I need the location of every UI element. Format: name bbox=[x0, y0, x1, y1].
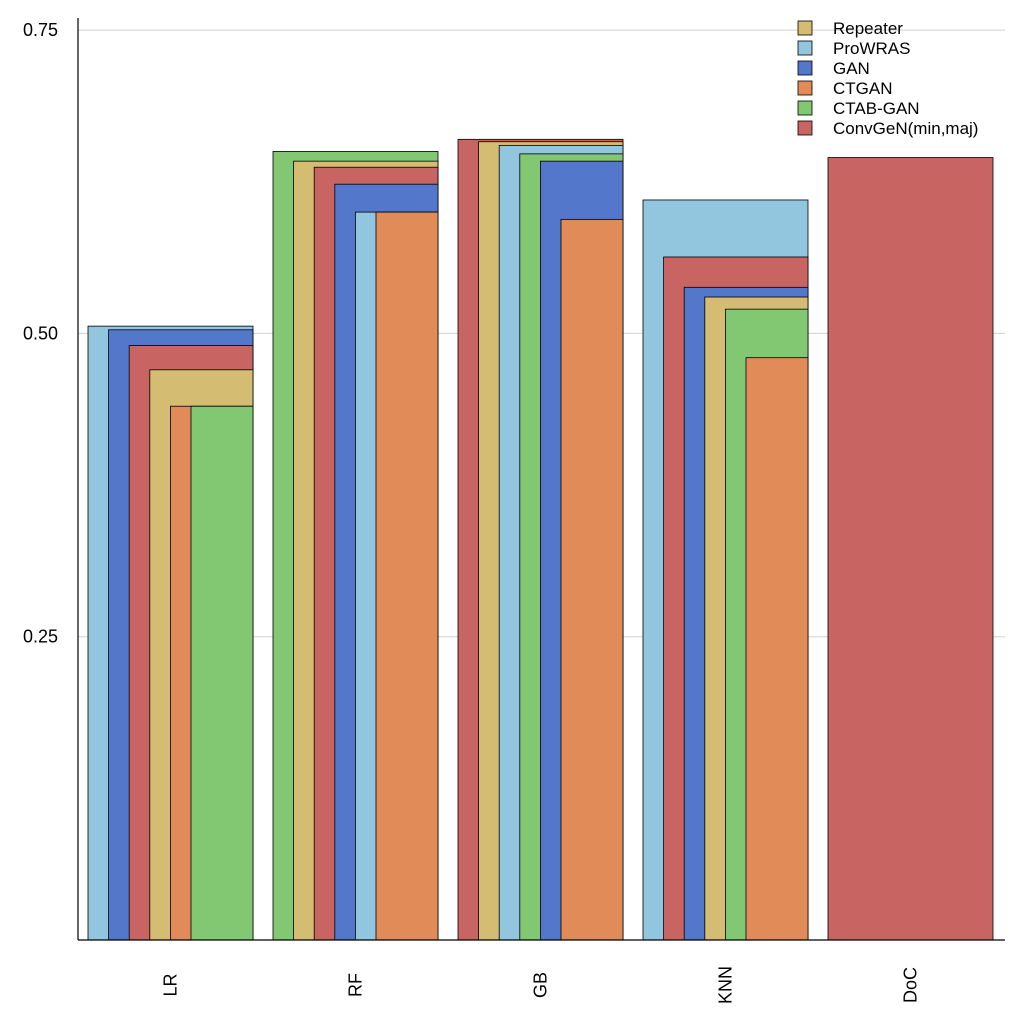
legend-swatch bbox=[797, 40, 813, 56]
legend-label: CTGAN bbox=[833, 79, 893, 98]
legend-label: ConvGeN(min,maj) bbox=[833, 119, 978, 138]
legend: RepeaterProWRASGANCTGANCTAB-GANConvGeN(m… bbox=[797, 19, 978, 138]
x-tick-label: LR bbox=[161, 973, 181, 996]
axes-layer bbox=[77, 18, 1005, 941]
legend-label: CTAB-GAN bbox=[833, 99, 920, 118]
legend-swatch bbox=[797, 80, 813, 96]
legend-swatch bbox=[797, 120, 813, 136]
legend-swatch bbox=[797, 20, 813, 36]
y-tick-label: 0.75 bbox=[23, 20, 58, 40]
labels-layer: 0.25 0.50 0.75 LR RF GB KNN DoC bbox=[23, 20, 921, 1004]
legend-label: ProWRAS bbox=[833, 39, 910, 58]
legend-label: Repeater bbox=[833, 19, 903, 38]
bar-doc-convgen-min-maj- bbox=[827, 157, 994, 941]
x-tick-label: RF bbox=[346, 973, 366, 997]
x-tick-label: KNN bbox=[716, 966, 736, 1004]
legend-swatch bbox=[797, 60, 813, 76]
bars-layer bbox=[87, 138, 994, 941]
bar-gb-ctgan bbox=[560, 218, 624, 941]
x-tick-label: DoC bbox=[901, 967, 921, 1003]
bar-rf-ctgan bbox=[375, 211, 439, 941]
x-tick-label: GB bbox=[531, 972, 551, 998]
y-tick-label: 0.25 bbox=[23, 627, 58, 647]
legend-label: GAN bbox=[833, 59, 870, 78]
bar-lr-ctab-gan bbox=[190, 405, 254, 941]
y-tick-label: 0.50 bbox=[23, 323, 58, 343]
legend-swatch bbox=[797, 100, 813, 116]
bar-knn-ctgan bbox=[745, 357, 809, 941]
